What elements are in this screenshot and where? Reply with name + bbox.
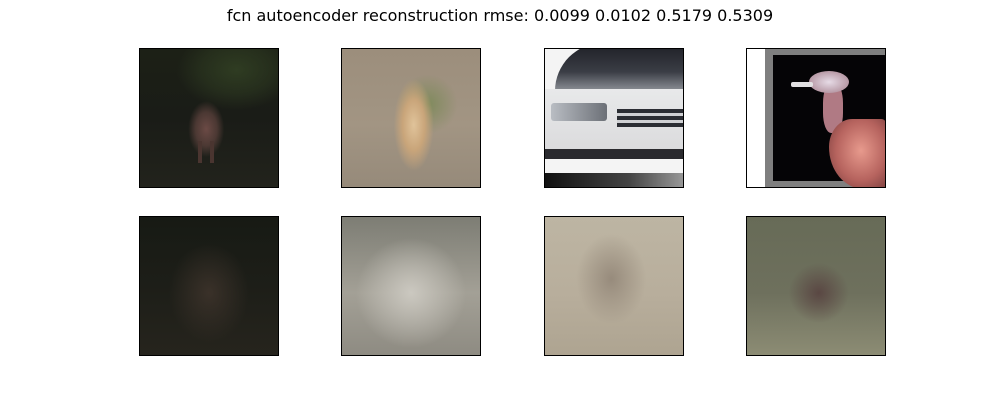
original-image-4-bird [746, 48, 886, 188]
reconstruction-image-1 [139, 216, 279, 356]
reconstruction-image-4 [746, 216, 886, 356]
reconstruction-image-3 [544, 216, 684, 356]
original-image-1-deer [139, 48, 279, 188]
original-image-3-car [544, 48, 684, 188]
figure-title: fcn autoencoder reconstruction rmse: 0.0… [226, 6, 774, 25]
reconstruction-image-2 [341, 216, 481, 356]
original-image-2-animal [341, 48, 481, 188]
